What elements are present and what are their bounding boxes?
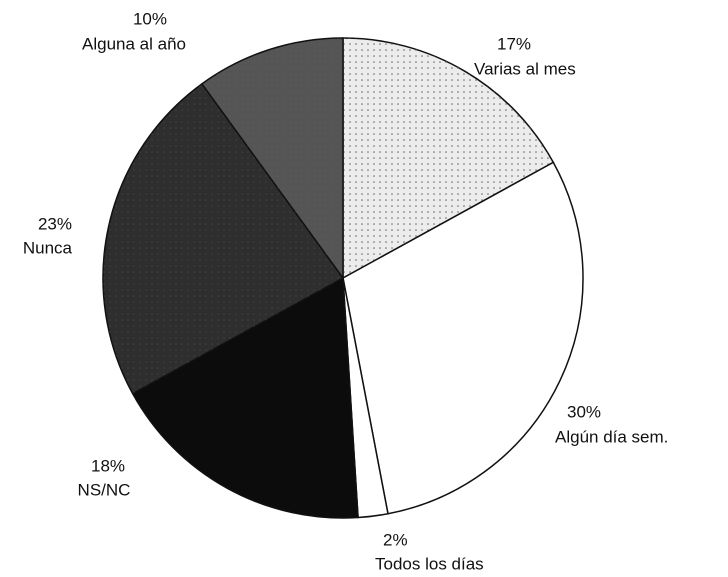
pie-slice	[131, 276, 359, 519]
category-label: Algún día sem.	[555, 427, 668, 446]
pie-slice	[342, 161, 584, 515]
value-label: 30%	[567, 402, 601, 421]
value-label: 23%	[38, 214, 72, 233]
category-label: Varias al mes	[474, 59, 576, 78]
category-label: Alguna al año	[82, 34, 186, 53]
value-label: 18%	[91, 456, 125, 475]
category-label: NS/NC	[78, 480, 131, 499]
category-label: Todos los días	[375, 554, 484, 573]
slice-texture	[343, 38, 554, 278]
value-label: 10%	[133, 9, 167, 28]
value-label: 2%	[383, 530, 408, 549]
slice-texture	[201, 38, 343, 278]
value-label: 17%	[497, 34, 531, 53]
slice-texture	[103, 83, 343, 394]
category-label: Nunca	[23, 238, 73, 257]
